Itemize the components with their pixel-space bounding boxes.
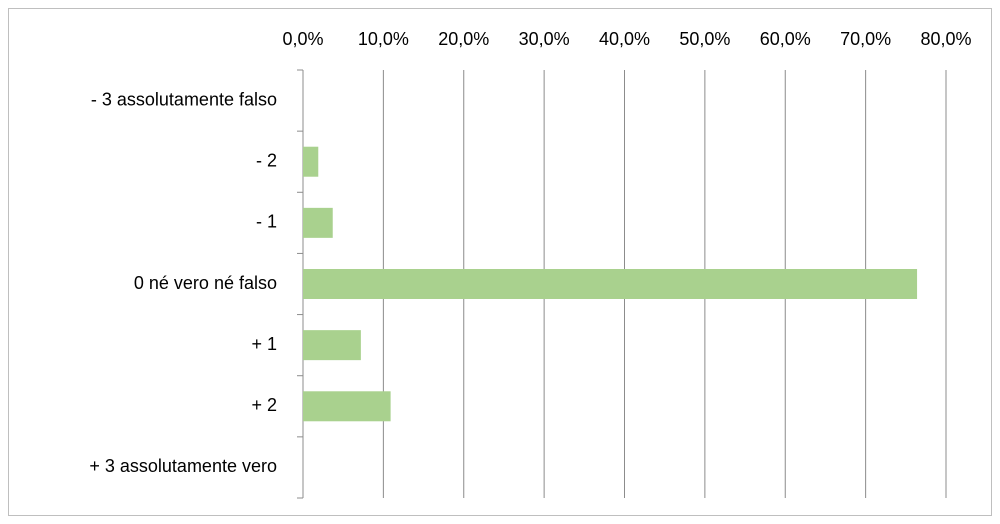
y-tick-label: + 2	[251, 395, 277, 415]
y-tick-label: - 2	[256, 150, 277, 170]
x-tick-label: 80,0%	[920, 29, 971, 49]
x-tick-label: 0,0%	[282, 29, 323, 49]
y-tick-label: + 3 assolutamente vero	[89, 456, 277, 476]
y-tick-label: + 1	[251, 334, 277, 354]
x-tick-label: 40,0%	[599, 29, 650, 49]
x-tick-label: 10,0%	[358, 29, 409, 49]
x-tick-label: 50,0%	[679, 29, 730, 49]
bar	[303, 330, 361, 361]
x-tick-label: 70,0%	[840, 29, 891, 49]
x-tick-label: 30,0%	[519, 29, 570, 49]
x-tick-label: 20,0%	[438, 29, 489, 49]
bar	[303, 146, 319, 177]
chart-frame	[8, 8, 992, 516]
bar	[303, 207, 333, 238]
bar	[303, 269, 918, 299]
x-tick-label: 60,0%	[760, 29, 811, 49]
y-tick-label: - 1	[256, 212, 277, 232]
y-tick-label: - 3 assolutamente falso	[91, 89, 277, 109]
bar	[303, 391, 391, 422]
y-tick-label: 0 né vero né falso	[134, 273, 277, 293]
